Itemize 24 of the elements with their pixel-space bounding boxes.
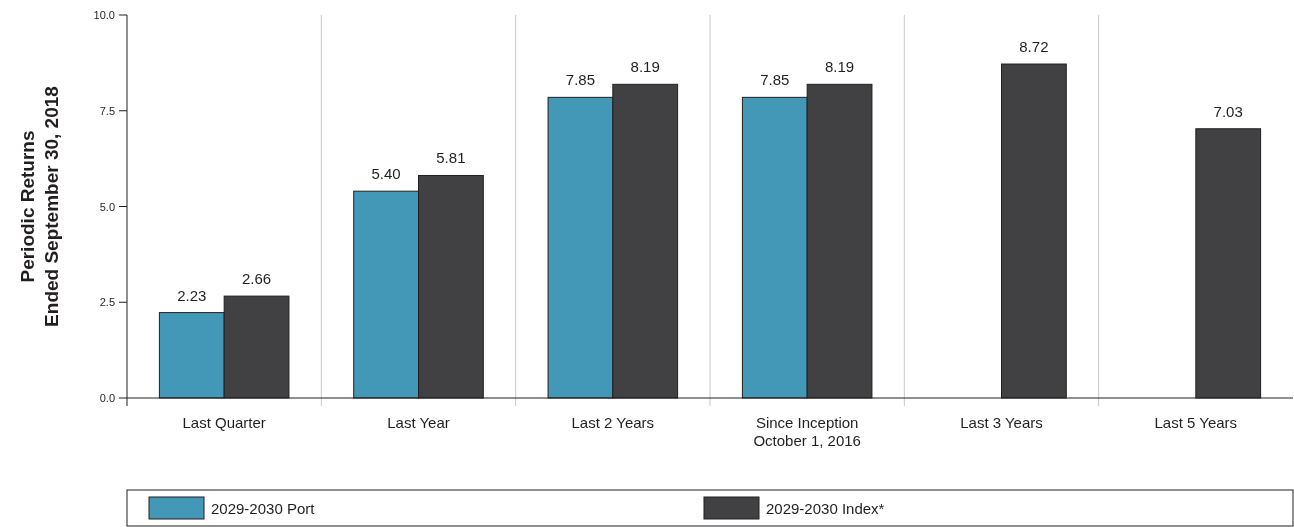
x-tick-label: Since Inception October 1, 2016 — [753, 414, 861, 449]
data-label: 7.03 — [1213, 102, 1243, 120]
data-label: 7.85 — [760, 71, 790, 89]
y-tick-label: 2.5 — [99, 296, 115, 309]
y-axis-title: Periodic Returns Ended September 30, 2018 — [17, 86, 62, 327]
data-label: 5.81 — [436, 149, 466, 167]
data-label: 8.19 — [630, 58, 660, 76]
y-tick-label: 5.0 — [99, 200, 115, 213]
data-label: 5.40 — [371, 165, 401, 183]
y-tick-label: 7.5 — [99, 104, 115, 117]
x-tick-label: Last Quarter — [182, 414, 266, 431]
data-label: 2.66 — [241, 270, 272, 288]
data-label: 2.23 — [177, 286, 207, 304]
legend-label: 2029-2030 Index* — [766, 500, 885, 517]
x-tick-label: Last 2 Years — [571, 414, 655, 431]
data-label: 7.85 — [565, 71, 596, 89]
y-tick-label: 0.0 — [99, 392, 115, 404]
x-tick-label: Last 3 Years — [960, 414, 1043, 431]
data-label: 8.72 — [1019, 38, 1049, 56]
x-tick-label: Last 5 Years — [1154, 414, 1238, 431]
y-tick-label: 10.0 — [93, 9, 115, 21]
legend-label: 2029-2030 Port — [211, 500, 316, 517]
data-label: 8.19 — [824, 58, 855, 76]
x-tick-label: Last Year — [387, 414, 450, 431]
